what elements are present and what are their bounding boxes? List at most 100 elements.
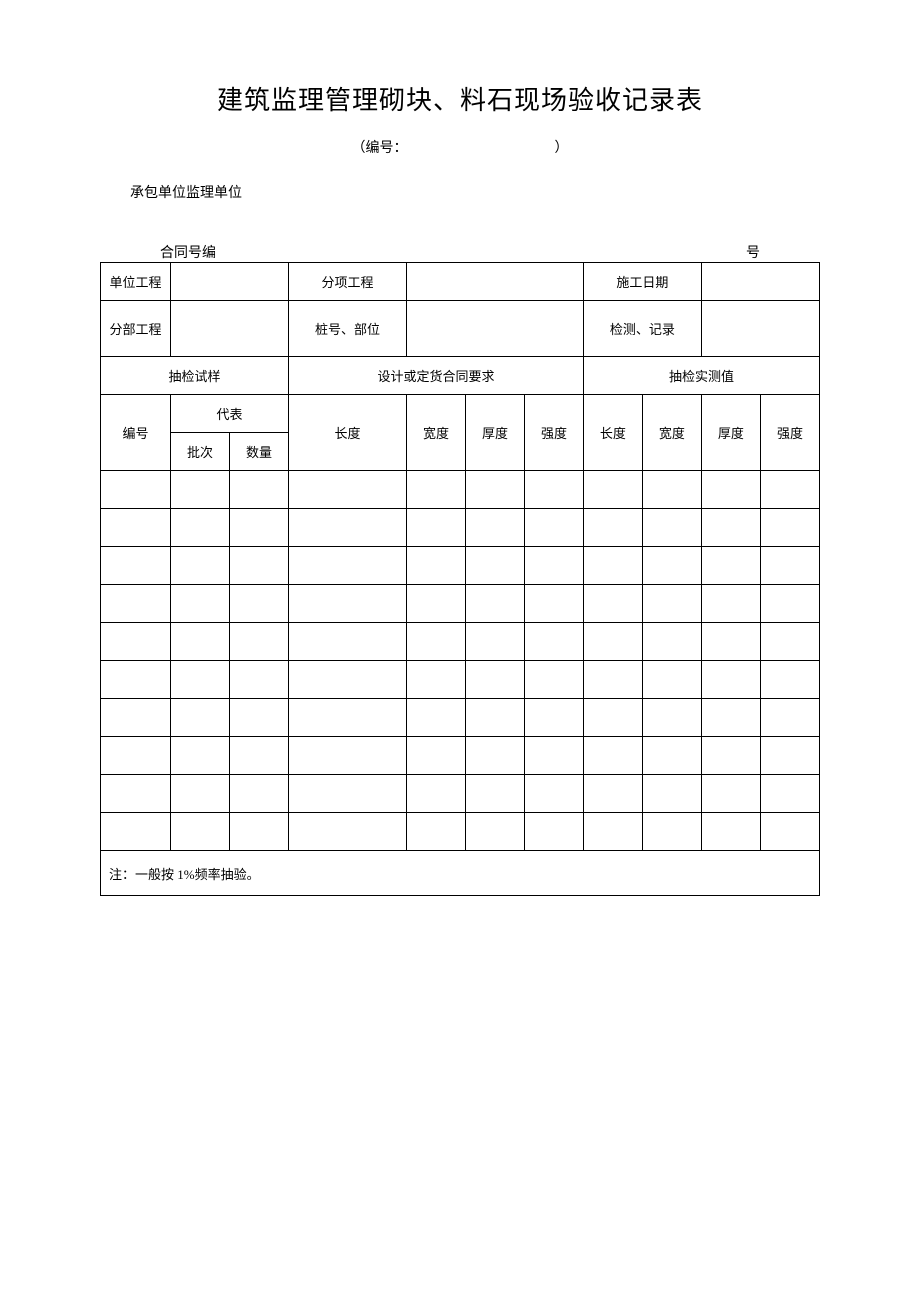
table-cell: [230, 699, 289, 737]
group-design-contract: 设计或定货合同要求: [289, 357, 584, 395]
table-cell: [642, 699, 701, 737]
table-cell: [289, 585, 407, 623]
table-cell: [524, 509, 583, 547]
table-cell: [101, 585, 171, 623]
inspection-record-table: 单位工程 分项工程 施工日期 分部工程 桩号、部位 检测、记录 抽检试样 设计或…: [100, 262, 820, 896]
col-represent: 代表: [171, 395, 289, 433]
subtitle-line: （编号： ）: [100, 137, 820, 157]
subtitle-prefix: （编号：: [352, 141, 408, 156]
table-cell: [406, 737, 465, 775]
table-cell: [101, 623, 171, 661]
table-cell: [465, 775, 524, 813]
table-cell: [642, 471, 701, 509]
table-cell: [230, 661, 289, 699]
table-cell: [289, 661, 407, 699]
table-cell: [760, 509, 819, 547]
contract-left: 合同号编: [160, 242, 216, 262]
table-cell: [171, 471, 230, 509]
table-cell: [642, 509, 701, 547]
table-cell: [642, 813, 701, 851]
table-cell: [701, 585, 760, 623]
table-cell: [524, 813, 583, 851]
table-cell: [171, 813, 230, 851]
subtitle-suffix: ）: [555, 141, 569, 156]
table-cell: [289, 699, 407, 737]
table-cell: [171, 623, 230, 661]
table-cell: [642, 661, 701, 699]
value-construction-date: [701, 263, 819, 301]
col-measured-strength: 强度: [760, 395, 819, 471]
table-cell: [583, 547, 642, 585]
table-cell: [289, 775, 407, 813]
table-cell: [230, 623, 289, 661]
table-cell: [760, 623, 819, 661]
table-cell: [701, 813, 760, 851]
table-cell: [171, 775, 230, 813]
table-cell: [524, 661, 583, 699]
table-cell: [642, 585, 701, 623]
table-cell: [583, 813, 642, 851]
table-row: [101, 471, 820, 509]
table-cell: [760, 471, 819, 509]
table-cell: [701, 547, 760, 585]
table-cell: [289, 737, 407, 775]
col-batch: 批次: [171, 433, 230, 471]
table-cell: [230, 509, 289, 547]
table-cell: [760, 813, 819, 851]
label-detect-record: 检测、记录: [583, 301, 701, 357]
table-cell: [230, 737, 289, 775]
value-sub-part-project: [171, 301, 289, 357]
table-cell: [465, 547, 524, 585]
table-cell: [583, 623, 642, 661]
document-title: 建筑监理管理砌块、料石现场验收记录表: [100, 80, 820, 117]
table-row: [101, 775, 820, 813]
info-row-1: 单位工程 分项工程 施工日期: [101, 263, 820, 301]
group-header-row: 抽检试样 设计或定货合同要求 抽检实测值: [101, 357, 820, 395]
table-cell: [406, 471, 465, 509]
label-station-position: 桩号、部位: [289, 301, 407, 357]
table-cell: [465, 737, 524, 775]
table-cell: [406, 585, 465, 623]
table-cell: [701, 699, 760, 737]
table-cell: [701, 737, 760, 775]
table-row: [101, 661, 820, 699]
table-cell: [524, 547, 583, 585]
table-row: [101, 585, 820, 623]
table-cell: [171, 661, 230, 699]
table-cell: [524, 585, 583, 623]
table-cell: [465, 813, 524, 851]
table-cell: [642, 775, 701, 813]
table-cell: [583, 775, 642, 813]
table-cell: [289, 623, 407, 661]
table-cell: [101, 775, 171, 813]
col-measured-thickness: 厚度: [701, 395, 760, 471]
contract-number-line: 合同号编 号: [100, 242, 820, 262]
table-cell: [289, 547, 407, 585]
table-cell: [760, 737, 819, 775]
label-sub-item-project: 分项工程: [289, 263, 407, 301]
table-cell: [524, 737, 583, 775]
table-cell: [524, 471, 583, 509]
col-design-length: 长度: [289, 395, 407, 471]
table-cell: [289, 813, 407, 851]
col-serial-no: 编号: [101, 395, 171, 471]
table-cell: [760, 699, 819, 737]
table-cell: [171, 585, 230, 623]
note-row: 注：一般按 1%频率抽验。: [101, 851, 820, 896]
table-cell: [406, 509, 465, 547]
table-cell: [101, 813, 171, 851]
table-cell: [406, 699, 465, 737]
table-cell: [465, 471, 524, 509]
table-cell: [760, 547, 819, 585]
value-station-position: [406, 301, 583, 357]
value-detect-record: [701, 301, 819, 357]
table-cell: [171, 509, 230, 547]
table-row: [101, 813, 820, 851]
table-cell: [642, 547, 701, 585]
table-cell: [583, 699, 642, 737]
table-cell: [583, 661, 642, 699]
table-cell: [465, 585, 524, 623]
table-cell: [642, 623, 701, 661]
table-cell: [101, 661, 171, 699]
table-cell: [465, 509, 524, 547]
